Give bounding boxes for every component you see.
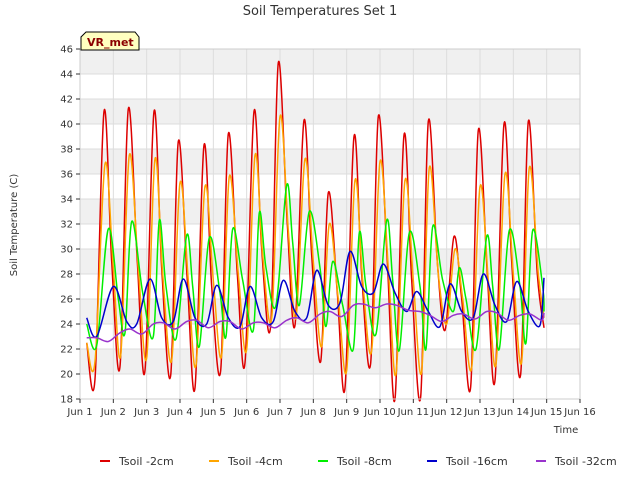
plot-band xyxy=(80,149,580,174)
x-tick-label: Jun 4 xyxy=(166,407,192,418)
x-tick-label: Jun 9 xyxy=(333,407,359,418)
plot-band xyxy=(80,199,580,224)
y-tick-label: 24 xyxy=(60,320,73,331)
y-tick-label: 40 xyxy=(60,120,73,131)
y-tick-label: 44 xyxy=(60,70,73,81)
x-tick-label: Jun 11 xyxy=(397,407,430,418)
y-tick-label: 20 xyxy=(60,370,73,381)
series-line-tsoil-32cm xyxy=(86,302,545,343)
y-tick-label: 32 xyxy=(60,220,73,231)
y-tick-label: 18 xyxy=(60,395,73,406)
legend-label-tsoil-8cm: Tsoil -8cm xyxy=(336,455,392,468)
x-tick-label: Jun 5 xyxy=(200,407,226,418)
plot-band xyxy=(80,99,580,124)
x-tick-label: Jun 8 xyxy=(300,407,326,418)
x-tick-label: Jun 1 xyxy=(66,407,92,418)
y-tick-label: 26 xyxy=(60,295,73,306)
y-tick-label: 38 xyxy=(60,145,73,156)
y-axis-label: Soil Temperature (C) xyxy=(9,174,20,277)
legend-label-tsoil-16cm: Tsoil -16cm xyxy=(445,455,508,468)
series-line-tsoil-16cm xyxy=(86,250,545,339)
x-tick-label: Jun 10 xyxy=(363,407,396,418)
station-badge-box xyxy=(80,31,140,51)
plot-band xyxy=(80,349,580,374)
y-tick-label: 28 xyxy=(60,270,73,281)
y-tick-label: 42 xyxy=(60,95,73,106)
legend-label-tsoil-32cm: Tsoil -32cm xyxy=(554,455,617,468)
chart-title: Soil Temperatures Set 1 xyxy=(243,4,398,19)
x-tick-label: Jun 6 xyxy=(233,407,259,418)
series-layer xyxy=(85,60,545,403)
plot-band xyxy=(80,49,580,74)
legend-label-tsoil-2cm: Tsoil -2cm xyxy=(118,455,174,468)
x-tick-label: Jun 12 xyxy=(430,407,463,418)
x-tick-label: Jun 3 xyxy=(133,407,159,418)
y-tick-label: 34 xyxy=(60,195,73,206)
x-tick-label: Jun 2 xyxy=(100,407,126,418)
y-tick-label: 36 xyxy=(60,170,73,181)
x-tick-label: Jun 7 xyxy=(266,407,292,418)
station-badge-label: VR_met xyxy=(87,36,134,49)
axes: 18 20 22 24 26 28 30 32 34 36 38 40 42 44 46 Jun 1 Jun 2… xyxy=(60,45,596,419)
x-tick-label: Jun 15 xyxy=(530,407,563,418)
x-tick-label: Jun 14 xyxy=(497,407,530,418)
y-tick-label: 46 xyxy=(60,45,73,56)
y-tick-label: 22 xyxy=(60,345,73,356)
station-badge: VR_met xyxy=(80,31,140,51)
x-tick-label: Jun 16 xyxy=(563,407,596,418)
legend: Tsoil -2cm Tsoil -4cm Tsoil -8cm Tsoil -16c… xyxy=(100,455,617,468)
legend-label-tsoil-4cm: Tsoil -4cm xyxy=(227,455,283,468)
y-tick-label: 30 xyxy=(60,245,73,256)
x-axis-label: Time xyxy=(553,425,578,436)
x-tick-label: Jun 13 xyxy=(463,407,496,418)
series-line-tsoil-4cm xyxy=(85,114,545,377)
